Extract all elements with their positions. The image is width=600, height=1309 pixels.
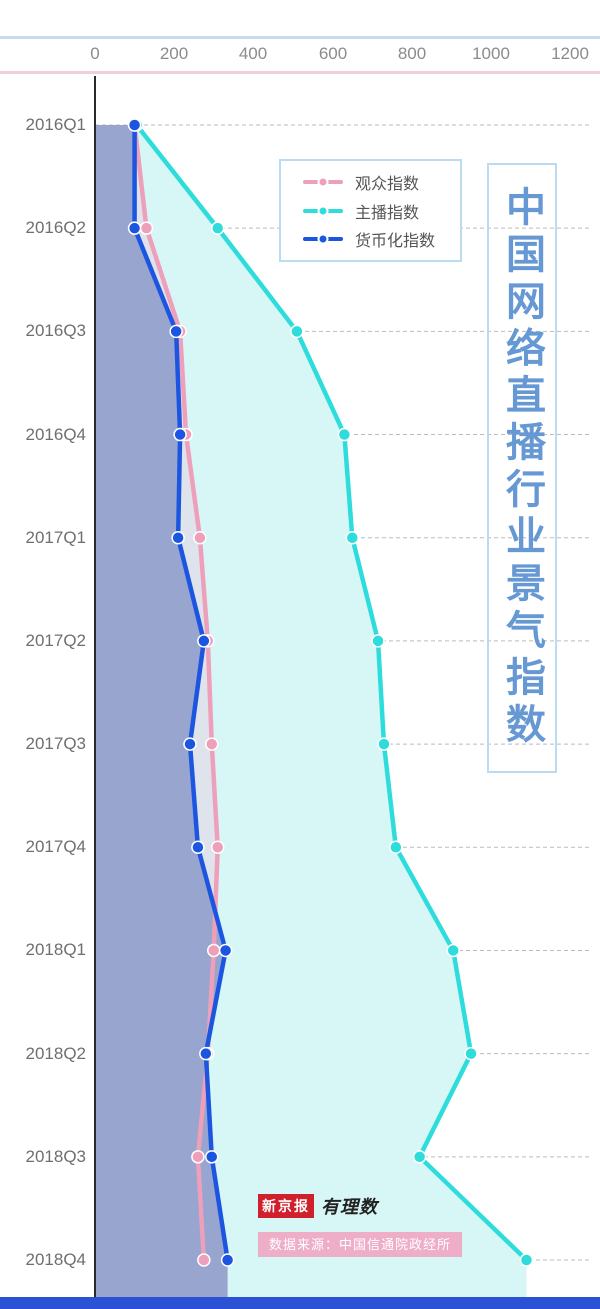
- chart-title-box: 中国网络直播行业景气指数: [487, 163, 557, 773]
- top-decor-line-pink: [0, 71, 600, 74]
- x-axis: 0 200 400 600 800 1000 1200: [0, 44, 600, 66]
- data-point-主播指数: [446, 943, 460, 958]
- data-point-货币化指数: [199, 1046, 213, 1061]
- legend-marker-dot: [317, 233, 329, 245]
- y-tick-label: 2017Q2: [25, 630, 87, 650]
- y-tick-label: 2016Q4: [25, 424, 87, 444]
- legend-label: 主播指数: [355, 204, 420, 222]
- legend-item: 货币化指数: [303, 227, 460, 251]
- top-decor-line: [0, 36, 600, 39]
- series-line-货币化指数: [132, 122, 230, 1263]
- data-point-主播指数: [290, 324, 304, 339]
- y-tick-label: 2017Q4: [25, 837, 87, 857]
- data-point-货币化指数: [169, 324, 183, 339]
- data-point-货币化指数: [220, 1253, 235, 1267]
- data-point-观众指数: [205, 737, 219, 751]
- x-tick-label: 800: [397, 44, 427, 63]
- data-point-货币化指数: [197, 634, 211, 648]
- y-tick-label: 2017Q3: [25, 734, 87, 754]
- data-point-观众指数: [197, 1253, 211, 1267]
- legend-label: 货币化指数: [355, 233, 436, 251]
- legend-marker-line: [303, 176, 343, 188]
- data-point-主播指数: [389, 840, 403, 855]
- data-point-观众指数: [139, 221, 154, 235]
- data-point-主播指数: [210, 221, 225, 235]
- data-point-主播指数: [371, 634, 385, 648]
- data-point-货币化指数: [127, 221, 142, 235]
- x-tick-label: 0: [90, 44, 100, 63]
- data-point-主播指数: [519, 1253, 534, 1267]
- data-point-主播指数: [464, 1046, 478, 1061]
- y-tick-label: 2018Q2: [25, 1043, 87, 1063]
- legend: 观众指数 主播指数 货币化指数: [279, 159, 462, 262]
- data-point-观众指数: [193, 530, 207, 545]
- y-tick-label: 2017Q1: [25, 527, 87, 547]
- y-tick-label: 2018Q3: [25, 1146, 87, 1166]
- data-point-货币化指数: [205, 1150, 219, 1164]
- data-point-主播指数: [412, 1150, 427, 1164]
- series-fill-货币化指数: [95, 125, 228, 1297]
- data-point-货币化指数: [191, 840, 205, 855]
- legend-item: 观众指数: [303, 170, 460, 194]
- series-line-主播指数: [134, 122, 529, 1263]
- data-point-货币化指数: [218, 943, 233, 958]
- x-tick-label: 200: [159, 44, 189, 63]
- y-tick-label: 2016Q1: [25, 115, 87, 134]
- legend-marker-line: [303, 233, 343, 245]
- data-point-货币化指数: [127, 118, 142, 132]
- legend-item: 主播指数: [303, 199, 460, 223]
- legend-marker-line: [303, 205, 343, 216]
- data-point-观众指数: [210, 840, 225, 855]
- y-tick-label: 2016Q3: [25, 321, 87, 341]
- data-point-主播指数: [337, 427, 352, 442]
- footer-logos: 新京报 有理数: [258, 1193, 378, 1219]
- y-tick-label: 2018Q1: [25, 940, 87, 960]
- legend-marker-dot: [317, 176, 329, 188]
- legend-label: 观众指数: [355, 175, 420, 193]
- data-point-货币化指数: [183, 737, 197, 751]
- youlishu-logo: 有理数: [321, 1197, 378, 1217]
- y-tick-label: 2016Q2: [25, 218, 87, 238]
- legend-marker-dot: [317, 205, 329, 216]
- xinjingbao-logo: 新京报: [258, 1194, 314, 1218]
- data-point-观众指数: [207, 943, 221, 958]
- x-tick-label: 1200: [551, 44, 589, 63]
- x-tick-label: 1000: [472, 44, 510, 63]
- data-source-bar: 数据来源：中国信通院政经所: [258, 1232, 462, 1257]
- data-point-观众指数: [191, 1150, 205, 1164]
- y-axis-labels: 2016Q1 2016Q2 2016Q3 2016Q4 2017Q1 2017Q…: [0, 114, 87, 1271]
- data-point-货币化指数: [173, 427, 187, 442]
- data-point-主播指数: [345, 530, 360, 545]
- data-point-货币化指数: [171, 530, 185, 545]
- chart-title: 中国网络直播行业景气指数: [500, 186, 544, 750]
- x-tick-label: 400: [238, 44, 268, 63]
- bottom-decor-bar: [0, 1297, 600, 1309]
- data-point-主播指数: [377, 737, 391, 751]
- y-tick-label: 2018Q4: [25, 1249, 87, 1269]
- x-tick-label: 600: [318, 44, 348, 63]
